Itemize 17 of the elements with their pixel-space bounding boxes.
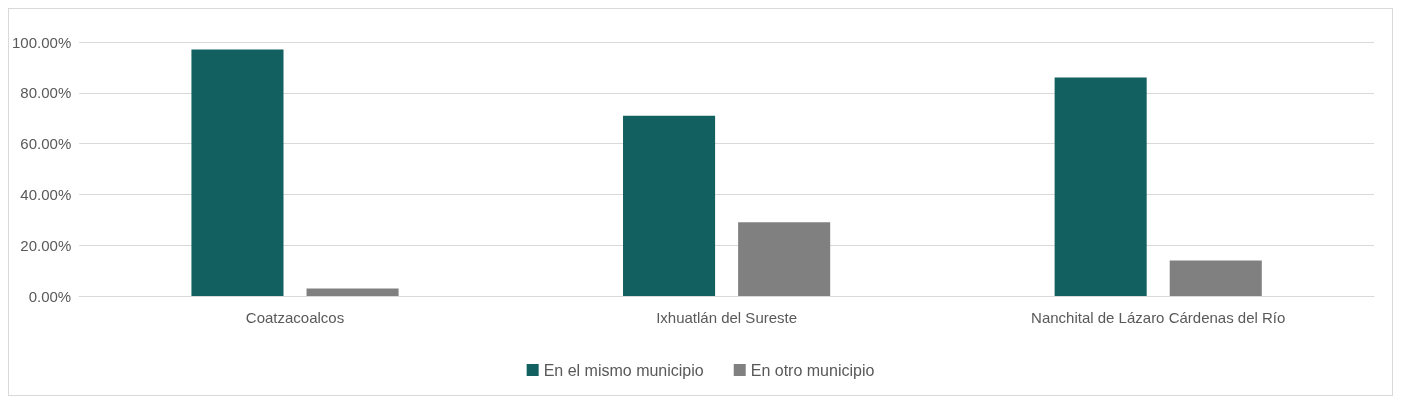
y-tick-label: 40.00% [20, 185, 72, 203]
y-tick-label: 100.00% [12, 33, 72, 51]
bar [738, 222, 831, 296]
bar [1169, 260, 1262, 296]
x-tick-label: Nanchital de Lázaro Cárdenas del Río [1031, 309, 1286, 326]
x-tick-label: Coatzacoalcos [245, 309, 345, 326]
y-tick-label: 20.00% [20, 236, 72, 254]
y-tick-label: 80.00% [20, 84, 72, 102]
x-tick-label: Ixhuatlán del Sureste [656, 309, 798, 326]
y-tick-label: 60.00% [20, 135, 72, 153]
bar [306, 288, 399, 296]
legend-label: En otro municipio [750, 361, 875, 379]
y-tick-label: 0.00% [28, 287, 72, 305]
legend-label: En el mismo municipio [543, 361, 704, 379]
bar [1054, 77, 1147, 296]
bar [623, 115, 716, 296]
bar [191, 49, 284, 296]
